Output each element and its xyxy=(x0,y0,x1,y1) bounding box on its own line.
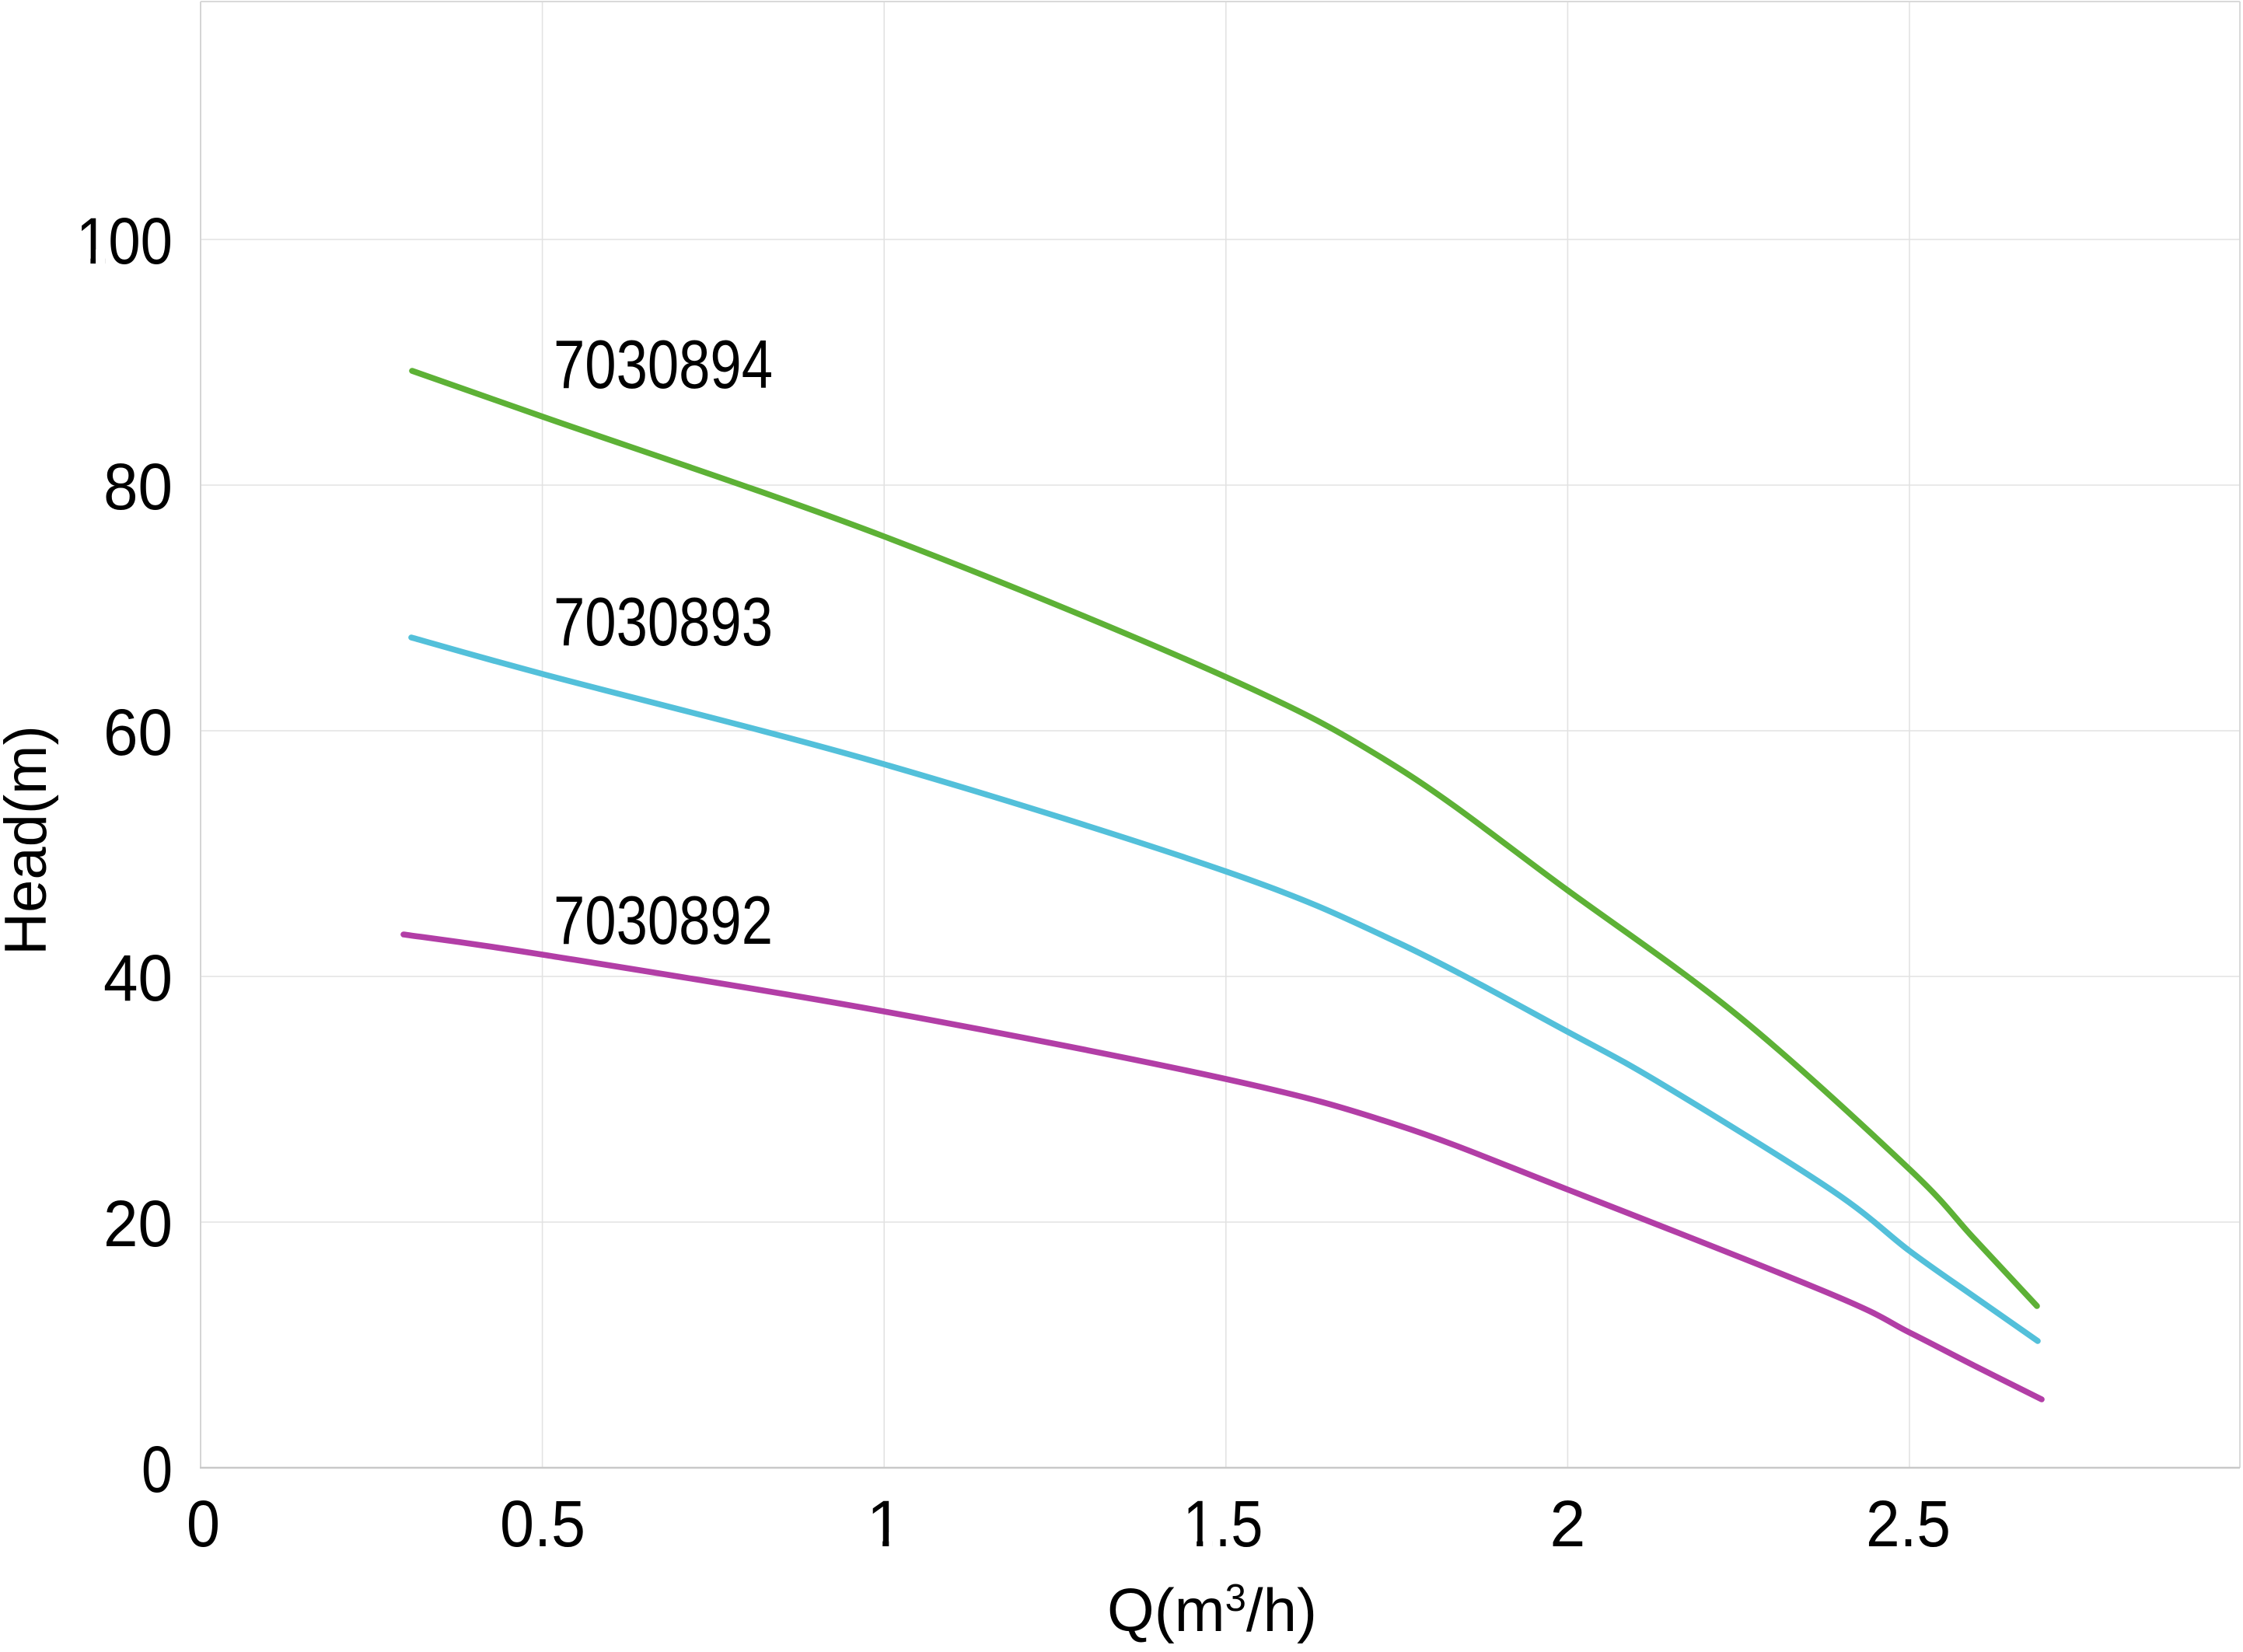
svg-text:2: 2 xyxy=(1549,1487,1585,1560)
svg-text:1.5: 1.5 xyxy=(1183,1487,1263,1560)
svg-text:1: 1 xyxy=(867,1487,903,1560)
svg-text:0.5: 0.5 xyxy=(500,1487,585,1560)
svg-text:Head(m): Head(m) xyxy=(0,725,59,955)
svg-text:2.5: 2.5 xyxy=(1866,1487,1951,1560)
svg-text:80: 80 xyxy=(103,450,173,523)
svg-text:Q(m3/h): Q(m3/h) xyxy=(1107,1576,1317,1644)
svg-text:100: 100 xyxy=(76,204,173,278)
svg-text:7030893: 7030893 xyxy=(554,583,773,660)
svg-text:7030894: 7030894 xyxy=(554,326,773,403)
svg-text:0: 0 xyxy=(141,1433,173,1506)
svg-text:60: 60 xyxy=(103,696,173,769)
svg-text:40: 40 xyxy=(103,941,173,1015)
svg-text:0: 0 xyxy=(187,1487,220,1560)
svg-text:20: 20 xyxy=(103,1187,173,1260)
svg-text:7030892: 7030892 xyxy=(554,882,773,959)
